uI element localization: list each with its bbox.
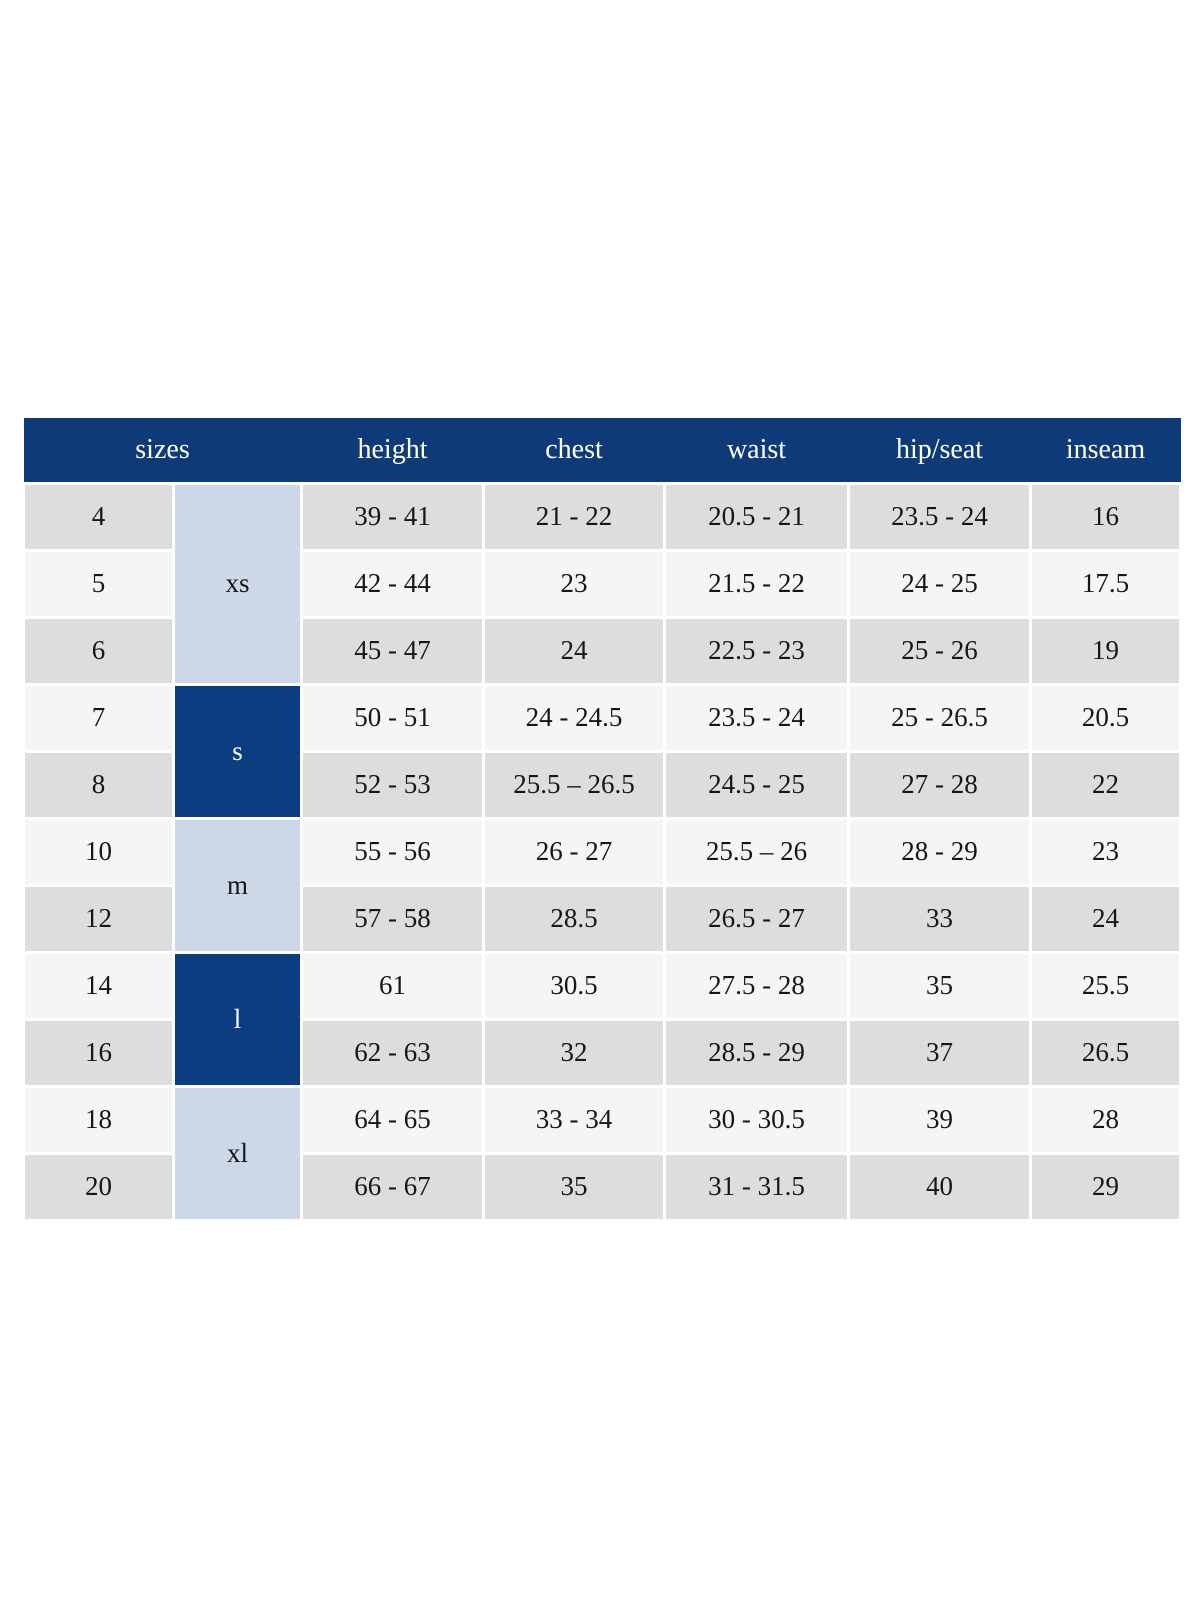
hip-seat-cell: 40 <box>847 1151 1032 1222</box>
inseam-cell: 22 <box>1029 749 1182 820</box>
waist-cell: 28.5 - 29 <box>663 1017 850 1088</box>
chest-cell: 25.5 – 26.5 <box>482 749 666 820</box>
hip-seat-cell: 24 - 25 <box>847 548 1032 619</box>
height-cell: 64 - 65 <box>300 1084 485 1155</box>
waist-cell: 20.5 - 21 <box>663 481 850 552</box>
waist-cell: 31 - 31.5 <box>663 1151 850 1222</box>
size-number-cell: 10 <box>22 816 175 887</box>
hip-seat-cell: 35 <box>847 950 1032 1021</box>
size-number-cell: 7 <box>22 682 175 753</box>
size-number-cell: 5 <box>22 548 175 619</box>
hip-seat-cell: 33 <box>847 883 1032 954</box>
inseam-cell: 29 <box>1029 1151 1182 1222</box>
chest-cell: 35 <box>482 1151 666 1222</box>
chest-cell: 24 <box>482 615 666 686</box>
chest-cell: 26 - 27 <box>482 816 666 887</box>
chest-cell: 32 <box>482 1017 666 1088</box>
table-row: 14 l 61 30.5 27.5 - 28 35 25.5 <box>22 950 1182 1088</box>
height-cell: 55 - 56 <box>300 816 485 887</box>
height-cell: 66 - 67 <box>300 1151 485 1222</box>
table-row: 5 42 - 44 23 21.5 - 22 24 - 25 17.5 <box>22 548 1182 619</box>
size-group-cell: xs <box>172 481 303 686</box>
chest-cell: 30.5 <box>482 950 666 1021</box>
table-row: 10 m 55 - 56 26 - 27 25.5 – 26 28 - 29 23 <box>22 816 1182 954</box>
size-chart-table: sizes height chest waist hip/seat inseam… <box>22 418 1182 1222</box>
size-group-cell: xl <box>172 1084 303 1222</box>
size-group-cell: m <box>172 816 303 954</box>
waist-cell: 27.5 - 28 <box>663 950 850 1021</box>
inseam-cell: 23 <box>1029 816 1182 887</box>
height-cell: 62 - 63 <box>300 1017 485 1088</box>
waist-cell: 30 - 30.5 <box>663 1084 850 1155</box>
size-number-cell: 4 <box>22 481 175 552</box>
table-body: 4 xs 39 - 41 21 - 22 20.5 - 21 23.5 - 24 16 5 42… <box>22 481 1182 1222</box>
chest-cell: 28.5 <box>482 883 666 954</box>
table-row: 20 66 - 67 35 31 - 31.5 40 29 <box>22 1151 1182 1222</box>
hip-seat-cell: 37 <box>847 1017 1032 1088</box>
hip-seat-cell: 27 - 28 <box>847 749 1032 820</box>
table-row: 16 62 - 63 32 28.5 - 29 37 26.5 <box>22 1017 1182 1088</box>
inseam-cell: 20.5 <box>1029 682 1182 753</box>
size-number-cell: 16 <box>22 1017 175 1088</box>
table-row: 7 s 50 - 51 24 - 24.5 23.5 - 24 25 - 26.5 20.5 <box>22 682 1182 820</box>
height-cell: 50 - 51 <box>300 682 485 753</box>
header-waist: waist <box>664 418 849 483</box>
hip-seat-cell: 25 - 26.5 <box>847 682 1032 753</box>
table-row: 18 xl 64 - 65 33 - 34 30 - 30.5 39 28 <box>22 1084 1182 1222</box>
header-height: height <box>301 418 484 483</box>
size-number-cell: 8 <box>22 749 175 820</box>
inseam-cell: 19 <box>1029 615 1182 686</box>
height-cell: 45 - 47 <box>300 615 485 686</box>
size-number-cell: 14 <box>22 950 175 1021</box>
hip-seat-cell: 39 <box>847 1084 1032 1155</box>
table-row: 12 57 - 58 28.5 26.5 - 27 33 24 <box>22 883 1182 954</box>
waist-cell: 21.5 - 22 <box>663 548 850 619</box>
inseam-cell: 24 <box>1029 883 1182 954</box>
height-cell: 52 - 53 <box>300 749 485 820</box>
chest-cell: 21 - 22 <box>482 481 666 552</box>
waist-cell: 25.5 – 26 <box>663 816 850 887</box>
height-cell: 61 <box>300 950 485 1021</box>
table-row: 6 45 - 47 24 22.5 - 23 25 - 26 19 <box>22 615 1182 686</box>
height-cell: 39 - 41 <box>300 481 485 552</box>
table-row: 4 xs 39 - 41 21 - 22 20.5 - 21 23.5 - 24 16 <box>22 481 1182 686</box>
header-inseam: inseam <box>1030 418 1181 483</box>
waist-cell: 23.5 - 24 <box>663 682 850 753</box>
inseam-cell: 28 <box>1029 1084 1182 1155</box>
waist-cell: 26.5 - 27 <box>663 883 850 954</box>
chest-cell: 33 - 34 <box>482 1084 666 1155</box>
chest-cell: 24 - 24.5 <box>482 682 666 753</box>
size-number-cell: 18 <box>22 1084 175 1155</box>
inseam-cell: 26.5 <box>1029 1017 1182 1088</box>
height-cell: 42 - 44 <box>300 548 485 619</box>
header-row: sizes height chest waist hip/seat inseam <box>23 418 1181 483</box>
header-hip-seat: hip/seat <box>848 418 1031 483</box>
chest-cell: 23 <box>482 548 666 619</box>
inseam-cell: 17.5 <box>1029 548 1182 619</box>
header-sizes: sizes <box>23 418 302 483</box>
hip-seat-cell: 25 - 26 <box>847 615 1032 686</box>
header-chest: chest <box>483 418 665 483</box>
size-number-cell: 12 <box>22 883 175 954</box>
hip-seat-cell: 23.5 - 24 <box>847 481 1032 552</box>
table-row: 8 52 - 53 25.5 – 26.5 24.5 - 25 27 - 28 22 <box>22 749 1182 820</box>
size-group-cell: l <box>172 950 303 1088</box>
waist-cell: 22.5 - 23 <box>663 615 850 686</box>
size-number-cell: 20 <box>22 1151 175 1222</box>
hip-seat-cell: 28 - 29 <box>847 816 1032 887</box>
size-group-cell: s <box>172 682 303 820</box>
inseam-cell: 16 <box>1029 481 1182 552</box>
height-cell: 57 - 58 <box>300 883 485 954</box>
size-number-cell: 6 <box>22 615 175 686</box>
waist-cell: 24.5 - 25 <box>663 749 850 820</box>
inseam-cell: 25.5 <box>1029 950 1182 1021</box>
table-header: sizes height chest waist hip/seat inseam <box>23 418 1181 483</box>
